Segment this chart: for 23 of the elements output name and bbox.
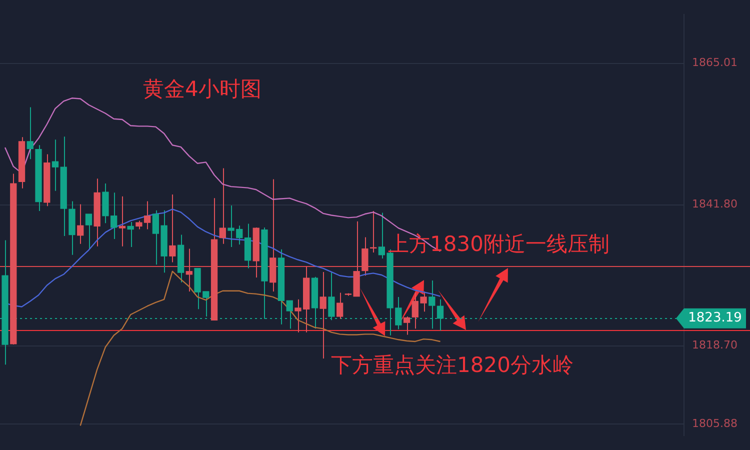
annotation: 上方1830附近一线压制 xyxy=(388,232,610,256)
candlestick xyxy=(169,194,176,263)
ref-line-label: 1823.19 xyxy=(688,310,742,326)
candlestick xyxy=(85,214,92,250)
y-tick-label: 1865.01 xyxy=(692,56,738,70)
candlestick xyxy=(336,292,344,320)
candlestick xyxy=(244,223,252,269)
annotation: 下方重点关注1820分水岭 xyxy=(331,353,574,377)
candlestick xyxy=(186,248,192,292)
y-tick-label: 1805.88 xyxy=(692,416,738,430)
candlestick xyxy=(118,196,126,247)
y-tick-label: 1841.80 xyxy=(692,198,738,211)
y-tick-label: 1818.70 xyxy=(692,338,738,352)
annotation: 黄金4小时图 xyxy=(143,77,262,101)
candlestick xyxy=(26,106,34,160)
candlestick xyxy=(219,168,226,244)
candlestick xyxy=(362,236,368,276)
candlestick xyxy=(403,316,410,336)
candlestick xyxy=(127,221,134,248)
candlestick xyxy=(77,204,84,244)
candlestick xyxy=(52,139,59,192)
candlestick xyxy=(320,271,326,360)
candlestick xyxy=(370,210,377,253)
